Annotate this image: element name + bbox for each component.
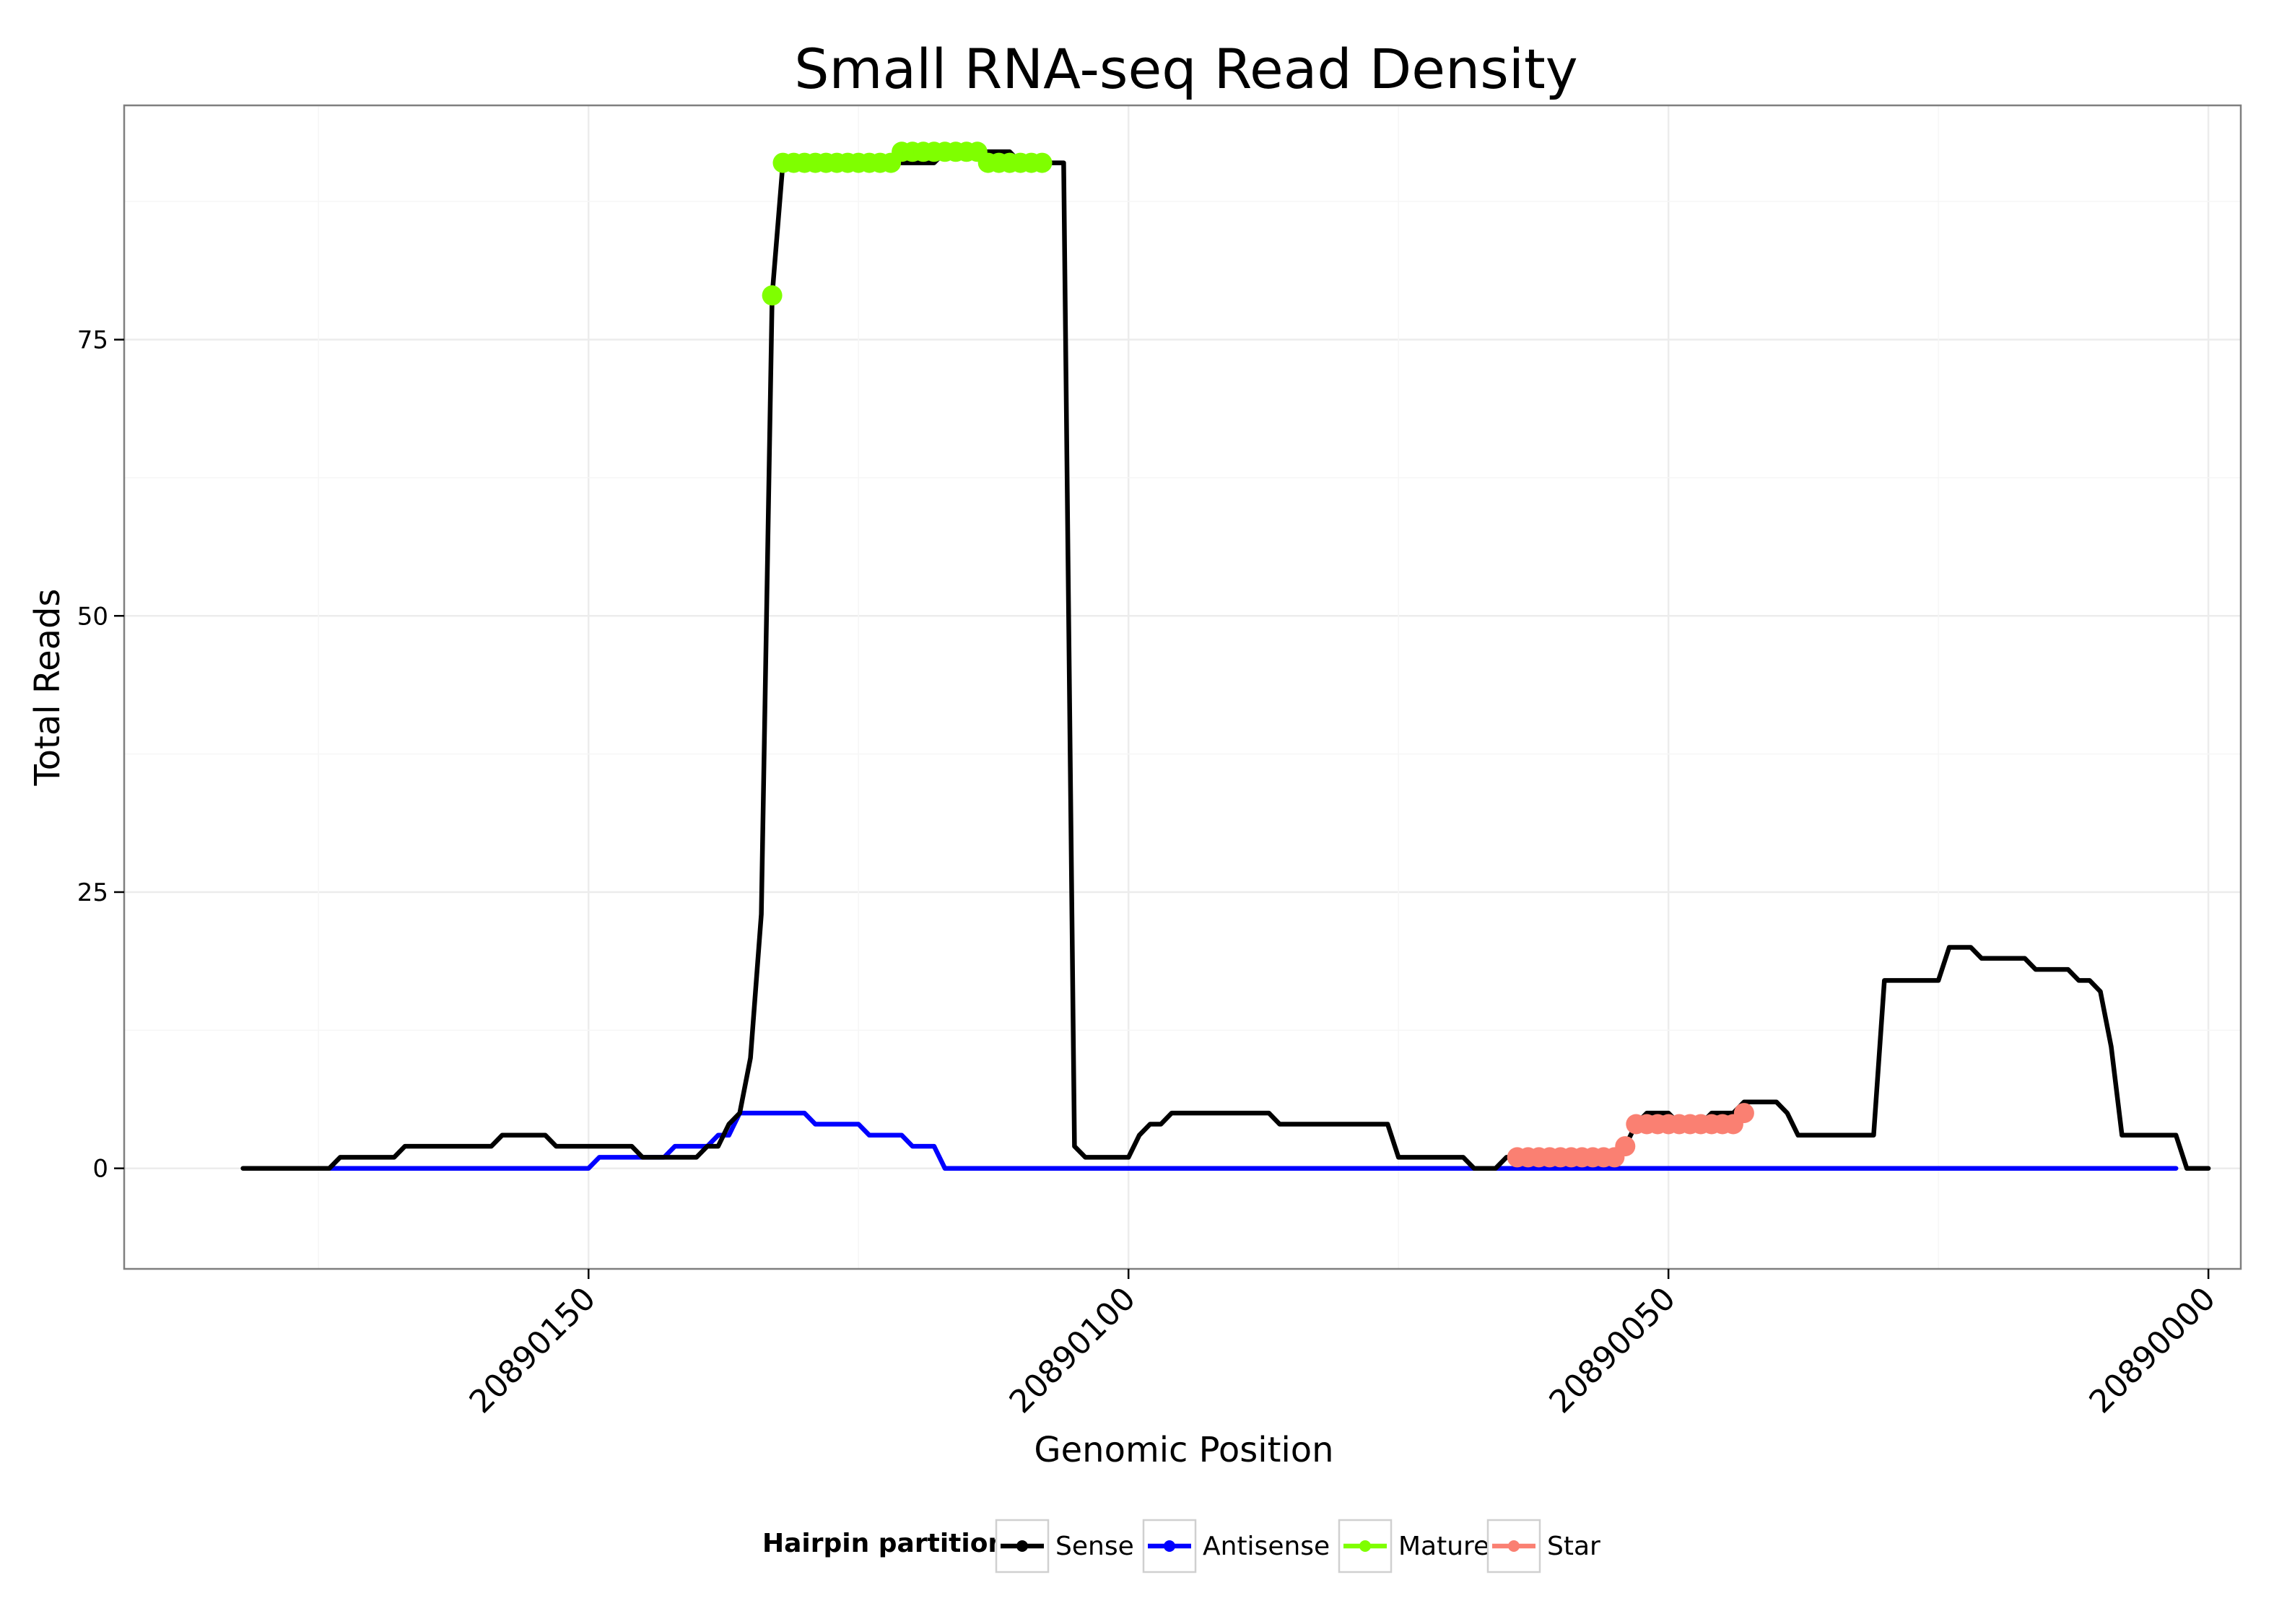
data-point-star — [1615, 1136, 1636, 1157]
legend: Hairpin partition Sense Antisense Mature St… — [762, 1519, 1600, 1573]
series-points-mature — [762, 141, 1053, 306]
data-point-mature — [762, 285, 783, 306]
plot-panel — [123, 104, 2242, 1270]
legend-label: Star — [1547, 1532, 1600, 1561]
x-axis-title: Genomic Position — [1034, 1430, 1333, 1470]
legend-key-point — [1508, 1540, 1520, 1552]
x-tick-label: 20890100 — [1003, 1280, 1143, 1420]
legend-entry-star: Star — [1486, 1519, 1600, 1573]
data-point-mature — [1032, 152, 1053, 173]
chart-title: Small RNA-seq Read Density — [794, 37, 1577, 101]
x-tick-label: 20890050 — [1543, 1280, 1683, 1420]
series-points-star — [1507, 1103, 1754, 1168]
series-line-sense — [240, 149, 2211, 1171]
y-tick-label: 25 — [77, 878, 108, 907]
legend-entry-sense: Sense — [995, 1519, 1134, 1573]
y-axis-title: Total Reads — [27, 589, 68, 787]
series-layer — [240, 141, 2211, 1171]
legend-entry-mature: Mature — [1338, 1519, 1489, 1573]
x-tick-label: 20890000 — [2082, 1280, 2222, 1420]
legend-title: Hairpin partition — [762, 1529, 1006, 1558]
legend-label: Antisense — [1203, 1532, 1330, 1561]
legend-key-point — [1164, 1540, 1175, 1552]
legend-key-point — [1016, 1540, 1028, 1552]
x-axis: 20890150 20890100 20890050 20890000 — [463, 1269, 2223, 1420]
y-tick-label: 50 — [77, 602, 108, 631]
x-tick-label: 20890150 — [463, 1280, 603, 1420]
y-tick-label: 0 — [92, 1155, 108, 1184]
grid-layer — [124, 105, 2241, 1269]
data-point-star — [1733, 1103, 1754, 1124]
legend-entries: Sense Antisense Mature Star — [995, 1519, 1600, 1573]
legend-label: Sense — [1055, 1532, 1134, 1561]
legend-key-point — [1359, 1540, 1371, 1552]
legend-entry-antisense: Antisense — [1142, 1519, 1330, 1573]
series-line-antisense — [326, 1110, 2179, 1171]
legend-label: Mature — [1398, 1532, 1489, 1561]
y-tick-label: 75 — [77, 326, 108, 355]
y-axis: 0 25 50 75 — [77, 326, 124, 1184]
